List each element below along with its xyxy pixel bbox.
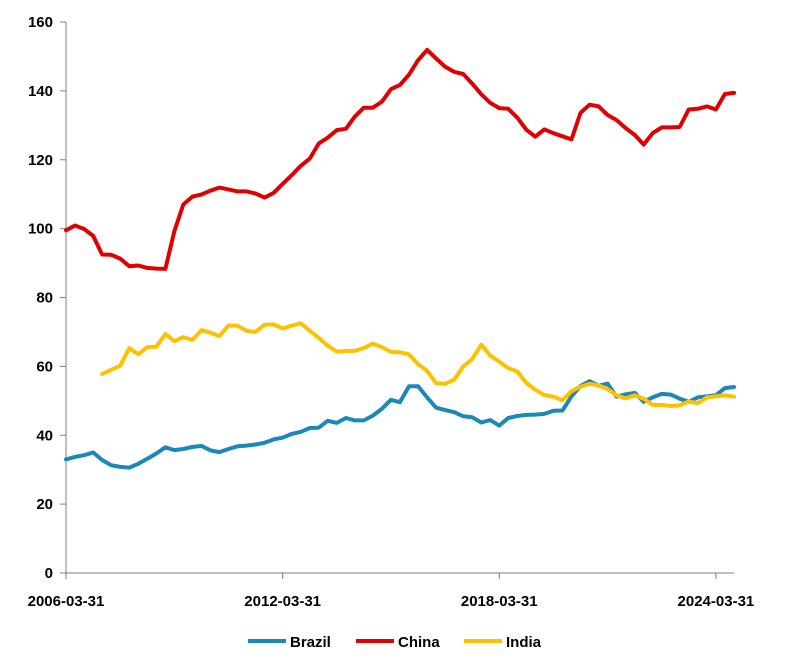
x-tick-label: 2018-03-31 — [461, 593, 538, 610]
y-tick-label: 20 — [36, 496, 53, 513]
x-tick-label: 2012-03-31 — [244, 593, 321, 610]
series-line-india — [100, 321, 736, 408]
legend-label-china: China — [398, 634, 440, 651]
y-tick-label: 140 — [28, 83, 53, 100]
legend-label-india: India — [506, 634, 542, 651]
y-tick-label: 40 — [36, 427, 53, 444]
y-tick-label: 80 — [36, 290, 53, 307]
y-axis-ticks: 0 20 40 60 80 100 120 140 160 — [28, 14, 66, 582]
series-lines — [64, 47, 736, 470]
y-tick-label: 120 — [28, 152, 53, 169]
y-tick-label: 60 — [36, 358, 53, 375]
y-tick-label: 100 — [28, 221, 53, 238]
legend-label-brazil: Brazil — [290, 634, 331, 651]
x-tick-label: 2024-03-31 — [678, 593, 755, 610]
legend: Brazil China India — [248, 634, 542, 651]
plot-area: 0 20 40 60 80 100 120 140 160 2006-03-31 2012-03-… — [28, 14, 755, 610]
x-axis-ticks: 2006-03-31 2012-03-31 2018-03-31 2024-03-31 — [28, 573, 755, 610]
series-line-brazil — [64, 379, 736, 470]
y-tick-label: 0 — [45, 565, 53, 582]
y-tick-label: 160 — [28, 14, 53, 31]
series-line-china — [64, 47, 736, 271]
x-tick-label: 2006-03-31 — [28, 593, 105, 610]
